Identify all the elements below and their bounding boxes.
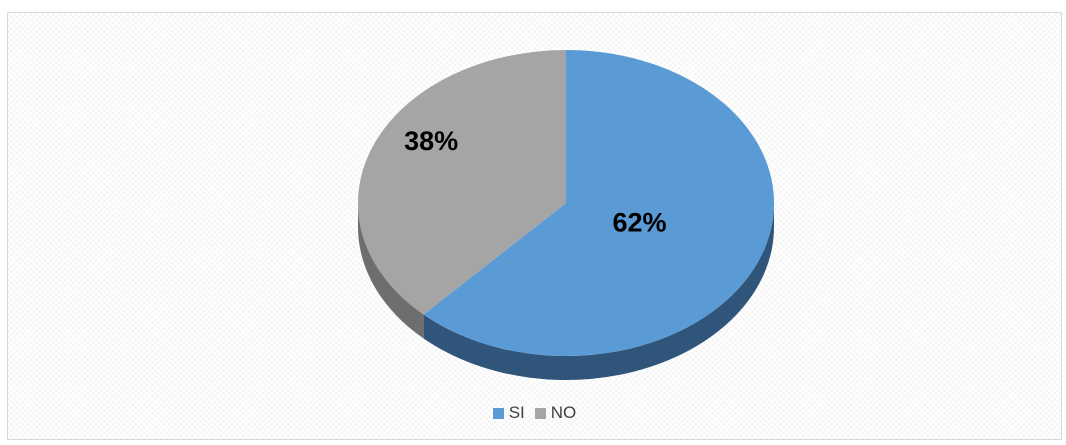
- legend: SI NO: [8, 403, 1061, 423]
- pie-tops: [358, 50, 774, 357]
- legend-swatch-si: [492, 407, 504, 419]
- legend-item-si: SI: [492, 403, 525, 423]
- pie-sides: [358, 203, 774, 381]
- pie-labels: 62% 38%: [404, 126, 666, 237]
- pie-slice-si: [423, 50, 774, 357]
- chart-area: 62% 38% SI NO: [7, 12, 1062, 440]
- legend-label-si: SI: [508, 403, 525, 422]
- pie-slice-no: [358, 50, 566, 315]
- legend-label-no: NO: [550, 403, 577, 422]
- pie-side-si: [423, 203, 774, 381]
- legend-swatch-no: [534, 407, 546, 419]
- data-label-si: 62%: [612, 208, 666, 238]
- pie-side-no: [358, 203, 424, 339]
- data-label-no: 38%: [404, 126, 458, 156]
- pie-chart: 62% 38%: [358, 50, 774, 381]
- legend-item-no: NO: [534, 403, 577, 423]
